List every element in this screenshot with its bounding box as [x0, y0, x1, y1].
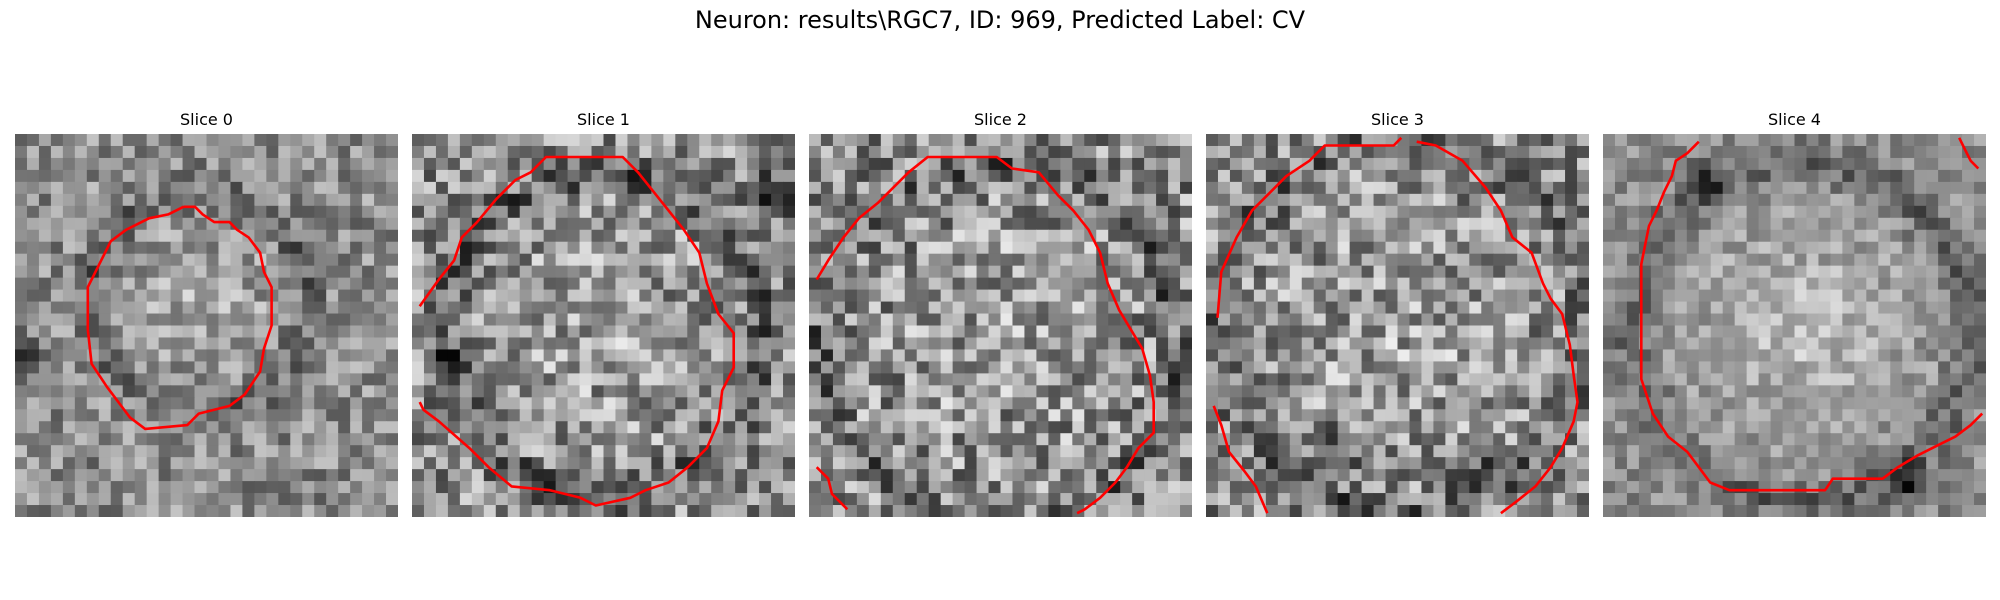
pixel-grid — [809, 134, 1192, 517]
contour-line — [1958, 137, 1980, 170]
slice-image-1 — [412, 134, 795, 517]
contour-line — [1216, 136, 1403, 318]
contour-line — [1212, 405, 1269, 514]
contour-line — [1639, 140, 1984, 492]
contour-line — [815, 155, 1156, 515]
contour-line — [86, 205, 273, 431]
contour-line — [1416, 140, 1579, 515]
slice-title-0: Slice 0 — [180, 110, 233, 129]
slice-image-4 — [1603, 134, 1986, 517]
slice-title-3: Slice 3 — [1371, 110, 1424, 129]
pixel-grid — [1603, 134, 1986, 517]
pixel-grid — [1206, 134, 1589, 517]
slice-title-1: Slice 1 — [577, 110, 630, 129]
figure-title: Neuron: results\RGC7, ID: 969, Predicted… — [694, 6, 1306, 34]
slice-title-2: Slice 2 — [974, 110, 1027, 129]
pixel-grid — [15, 134, 398, 517]
contour-line — [418, 155, 736, 507]
slice-image-2 — [809, 134, 1192, 517]
slice-image-3 — [1206, 134, 1589, 517]
slice-title-4: Slice 4 — [1768, 110, 1821, 129]
slice-image-0 — [15, 134, 398, 517]
contour-line — [815, 466, 849, 511]
pixel-grid — [412, 134, 795, 517]
